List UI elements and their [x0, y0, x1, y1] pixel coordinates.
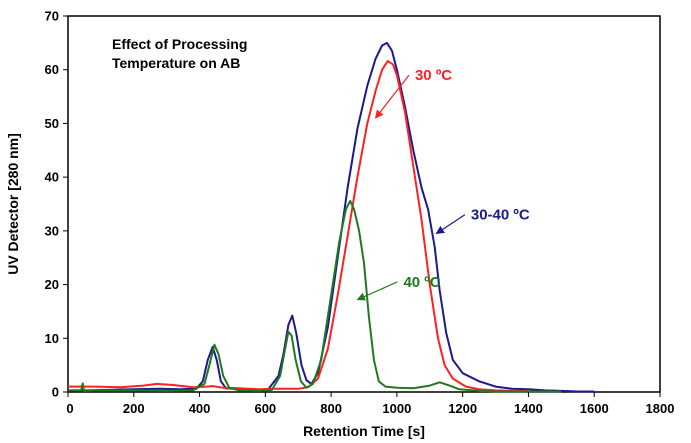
- series-arrow-1: [374, 74, 410, 119]
- x-tick-label: 1600: [580, 401, 609, 416]
- y-tick-label: 10: [45, 331, 59, 346]
- y-tick-label: 40: [45, 170, 59, 185]
- plot-frame: [67, 15, 661, 393]
- y-tick-label: 50: [45, 116, 59, 131]
- annotation-box-line-2: Temperature on AB: [112, 55, 240, 71]
- series-line-0: [68, 41, 595, 393]
- x-tick-label: 800: [320, 401, 342, 416]
- series-arrow-2: [356, 281, 398, 301]
- x-tick-label: 400: [189, 401, 211, 416]
- annotation-layer: 30-40 ºC 30 ºC 40 ºC: [356, 67, 530, 301]
- y-tick-label: 20: [45, 277, 59, 292]
- series-label-0: 30-40 ºC: [471, 207, 530, 224]
- annotation-box-line-1: Effect of Processing: [112, 36, 247, 52]
- y-axis-title: UV Detector [280 nm]: [5, 133, 21, 275]
- x-tick-label: 1000: [382, 401, 411, 416]
- series-layer: [68, 41, 595, 393]
- series-label-2: 40 ºC: [403, 274, 440, 291]
- x-tick-label: 0: [66, 401, 73, 416]
- x-tick-label: 1200: [448, 401, 477, 416]
- y-tick-label: 70: [45, 9, 59, 24]
- series-line-2: [68, 199, 562, 393]
- x-axis-title: Retention Time [s]: [303, 423, 425, 439]
- y-tick-label: 60: [45, 62, 59, 77]
- series-arrow-0: [435, 214, 466, 235]
- y-tick-label: 0: [52, 385, 59, 400]
- x-tick-label: 200: [123, 401, 145, 416]
- x-tick-label: 1400: [514, 401, 543, 416]
- y-tick-label: 30: [45, 223, 59, 238]
- series-label-1: 30 ºC: [415, 67, 452, 84]
- tick-layer: 0 200 400 600 800 1000 1200 1400 1600 1800 0 10 20 30…: [45, 9, 675, 417]
- x-tick-label: 600: [254, 401, 276, 416]
- x-tick-label: 1800: [646, 401, 675, 416]
